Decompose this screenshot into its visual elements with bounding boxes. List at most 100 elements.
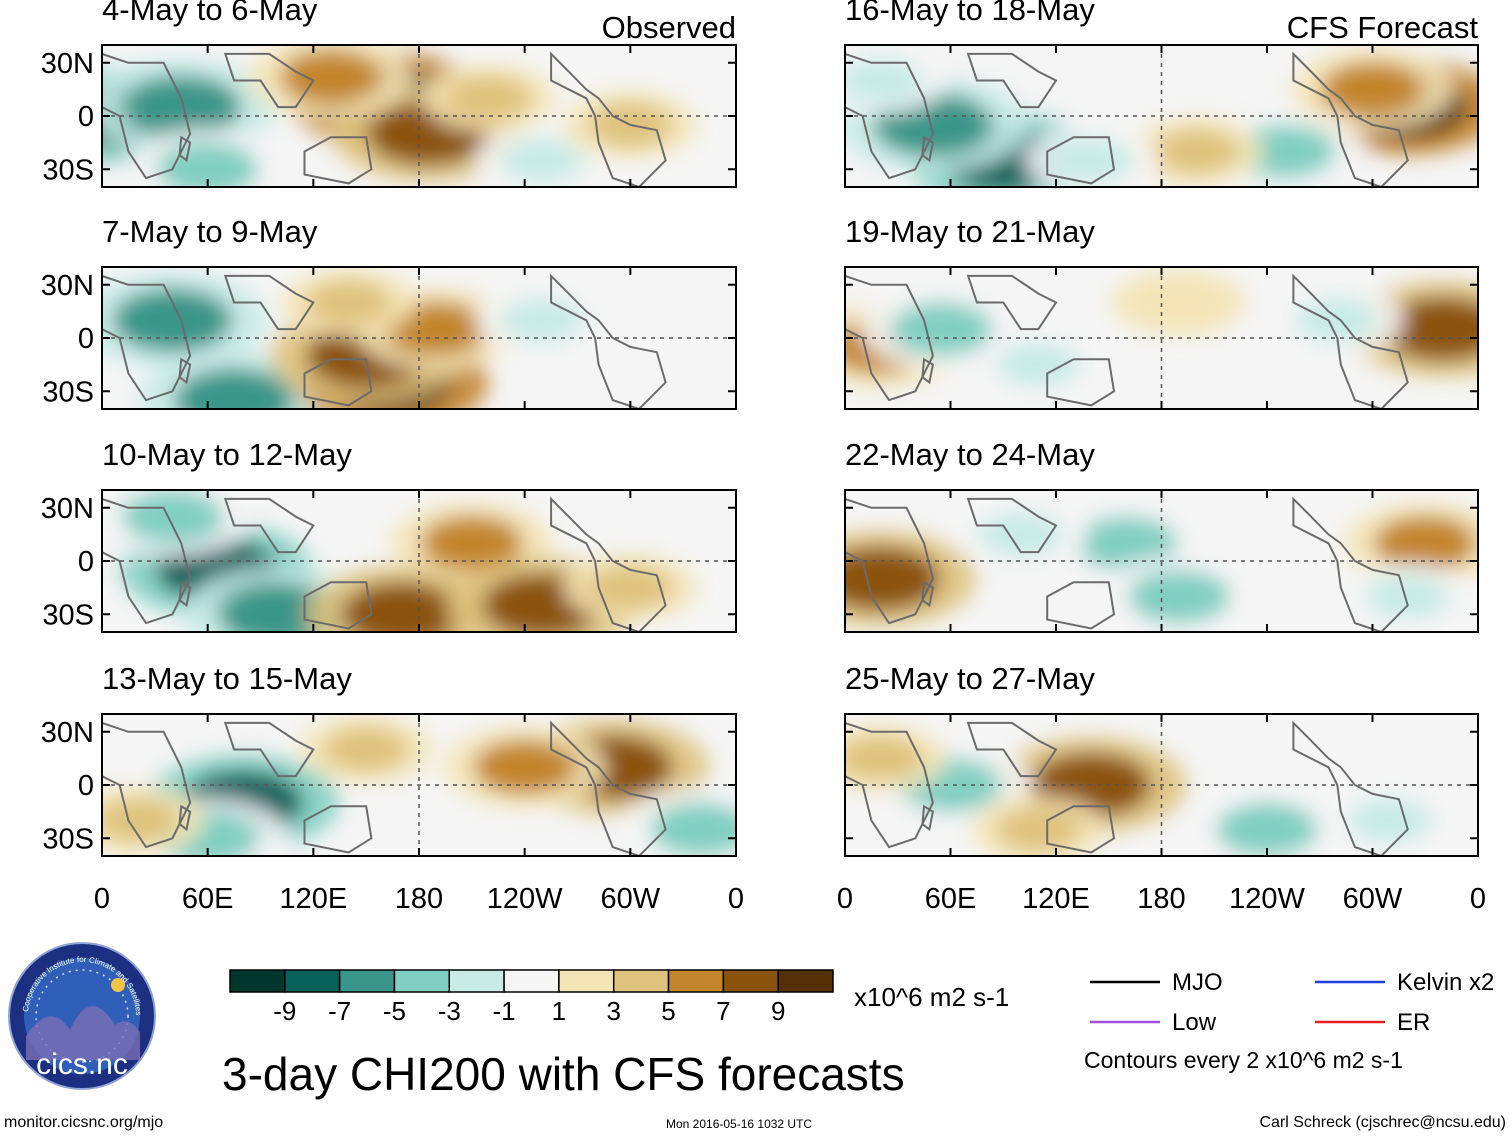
x-tick-label: 120W	[487, 883, 563, 915]
colorbar-swatch	[338, 969, 396, 993]
x-tick-label: 0	[1470, 883, 1486, 915]
anomaly-field	[845, 268, 1478, 399]
anomaly-core	[1075, 516, 1178, 571]
map-panel: 19-May to 21-May	[844, 214, 1479, 410]
map-panel: 30N 0 30S 7-May to 9-May	[41, 214, 737, 410]
footer-url: monitor.cicsnc.org/mjo	[4, 1114, 163, 1131]
x-tick-label: 180	[395, 883, 443, 915]
coastline	[1046, 805, 1116, 854]
x-tick-label: 120W	[1229, 883, 1305, 915]
colorbar-swatch	[448, 969, 505, 993]
coastline	[1292, 51, 1409, 187]
anomaly-core	[1233, 124, 1336, 179]
forecast-header: CFS Forecast	[1287, 10, 1479, 45]
coastline	[178, 804, 192, 832]
anomaly-field	[845, 500, 1478, 632]
y-tick-label: 30S	[42, 823, 94, 855]
contour-note: Contours every 2 x10^6 m2 s-1	[1084, 1047, 1403, 1073]
x-tick-label: 180	[1137, 883, 1185, 915]
y-tick-label: 0	[78, 546, 94, 578]
colorbar-swatch	[777, 969, 834, 993]
y-tick-label: 30S	[42, 599, 94, 631]
x-tick-label: 60W	[601, 883, 661, 915]
colorbar-swatch	[393, 969, 451, 993]
panel-title: 13-May to 15-May	[102, 661, 352, 696]
x-tick-label: 120E	[1022, 883, 1090, 915]
anomaly-core	[845, 546, 941, 611]
anomaly-core	[341, 582, 462, 632]
x-tick-label: 60E	[182, 883, 234, 915]
coastline	[102, 721, 192, 849]
x-tick-label: 0	[728, 883, 744, 915]
y-tick-label: 30N	[41, 717, 94, 749]
coastline	[1046, 581, 1116, 630]
anomaly-core	[1295, 297, 1380, 343]
panel-title: 7-May to 9-May	[102, 214, 318, 249]
anomaly-core	[1154, 129, 1239, 174]
coastline	[102, 52, 192, 180]
colorbar-label: -3	[438, 996, 461, 1026]
anomaly-core	[890, 301, 993, 357]
x-tick-label: 60W	[1343, 883, 1403, 915]
panel-title: 25-May to 27-May	[845, 661, 1095, 696]
footer-timestamp: Mon 2016-05-16 1032 UTC	[666, 1117, 812, 1131]
anomaly-core	[447, 75, 532, 121]
legend-label: ER	[1397, 1009, 1430, 1036]
coastline	[303, 805, 373, 854]
anomaly-core	[649, 802, 736, 856]
chart-title: 3-day CHI200 with CFS forecasts	[222, 1048, 905, 1100]
anomaly-core	[1216, 802, 1318, 856]
coastline	[966, 52, 1058, 109]
coastline	[102, 497, 192, 625]
anomaly-core	[996, 806, 1081, 852]
coastlines	[102, 720, 667, 856]
anomaly-core	[174, 368, 295, 409]
coastline	[223, 721, 315, 778]
legend-label: Kelvin x2	[1397, 969, 1494, 996]
x-tick-label: 60E	[925, 883, 977, 915]
coastline	[1046, 358, 1116, 407]
coastline	[1292, 496, 1409, 632]
anomaly-core	[845, 58, 923, 103]
coastline	[303, 358, 373, 407]
panel-title: 4-May to 6-May	[102, 0, 318, 27]
coastline	[1292, 720, 1409, 856]
legend-label: Low	[1172, 1009, 1217, 1036]
coastlines	[102, 273, 667, 409]
coastlines	[845, 720, 1409, 856]
coastline	[921, 357, 935, 385]
anomaly-field	[102, 715, 736, 856]
colorbar-swatch	[612, 969, 670, 993]
coastline	[178, 135, 192, 163]
coastline	[845, 497, 934, 625]
anomaly-core	[121, 75, 242, 140]
colorbar-swatch	[722, 969, 779, 993]
map-panel: 30N 0 30S 4-May to 6-May	[41, 0, 737, 188]
panel-title: 10-May to 12-May	[102, 437, 352, 472]
y-tick-label: 30N	[41, 493, 94, 525]
coastlines	[845, 496, 1409, 632]
anomaly-core	[121, 490, 224, 544]
y-tick-label: 0	[78, 323, 94, 355]
y-tick-label: 0	[78, 101, 94, 133]
observed-header: Observed	[602, 10, 736, 45]
anomaly-core	[1321, 62, 1424, 117]
anomaly-core	[473, 740, 576, 795]
anomaly-core	[1128, 569, 1231, 624]
map-panel: 30N 0 30S 10-May to 12-May	[41, 437, 737, 633]
colorbar-swatch	[503, 969, 560, 993]
coastline	[303, 136, 373, 185]
coastlines	[102, 496, 667, 632]
colorbar-label: 5	[661, 996, 675, 1026]
map-panel: 30N 0 30S 13-May to 15-May	[41, 661, 737, 857]
coastline	[550, 51, 667, 187]
coastline	[178, 580, 192, 608]
panel-title: 22-May to 24-May	[845, 437, 1095, 472]
colorbar-label: -5	[383, 996, 406, 1026]
x-tick-label: 0	[837, 883, 853, 915]
coastline	[1046, 136, 1116, 185]
coastlines	[102, 51, 667, 187]
coastlines	[845, 273, 1409, 409]
